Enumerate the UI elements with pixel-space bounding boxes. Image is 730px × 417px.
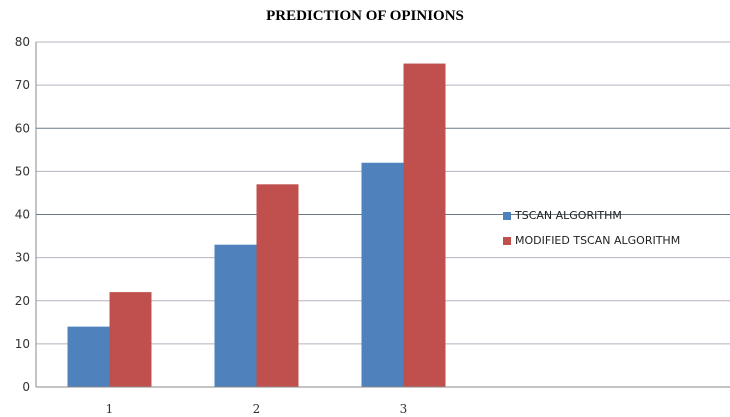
y-tick-label: 20 bbox=[15, 294, 30, 308]
bar-tscan bbox=[67, 326, 110, 387]
y-tick-label: 80 bbox=[15, 35, 30, 49]
x-tick-label: 2 bbox=[253, 402, 261, 416]
bar-modified-tscan bbox=[109, 292, 152, 387]
legend-swatch bbox=[503, 236, 511, 245]
legend-item-tscan: TSCAN ALGORITHM bbox=[503, 209, 622, 222]
y-tick-label: 0 bbox=[22, 380, 30, 394]
bar-tscan bbox=[214, 244, 257, 387]
y-tick-label: 70 bbox=[15, 78, 30, 92]
y-tick-label: 30 bbox=[15, 251, 30, 265]
bar-modified-tscan bbox=[256, 184, 299, 387]
y-tick-label: 40 bbox=[15, 208, 30, 222]
legend-label: MODIFIED TSCAN ALGORITHM bbox=[515, 234, 681, 247]
bar-modified-tscan bbox=[403, 63, 446, 387]
legend-item-modified-tscan: MODIFIED TSCAN ALGORITHM bbox=[503, 234, 680, 247]
bar-tscan bbox=[361, 162, 404, 387]
legend-label: TSCAN ALGORITHM bbox=[515, 209, 622, 222]
y-tick-label: 50 bbox=[15, 164, 30, 178]
x-tick-label: 3 bbox=[400, 402, 408, 416]
y-tick-label: 10 bbox=[15, 337, 30, 351]
x-tick-label: 1 bbox=[106, 402, 114, 416]
chart-title: PREDICTION OF OPINIONS bbox=[266, 8, 464, 24]
legend-swatch bbox=[503, 211, 511, 220]
y-tick-label: 60 bbox=[15, 121, 30, 135]
